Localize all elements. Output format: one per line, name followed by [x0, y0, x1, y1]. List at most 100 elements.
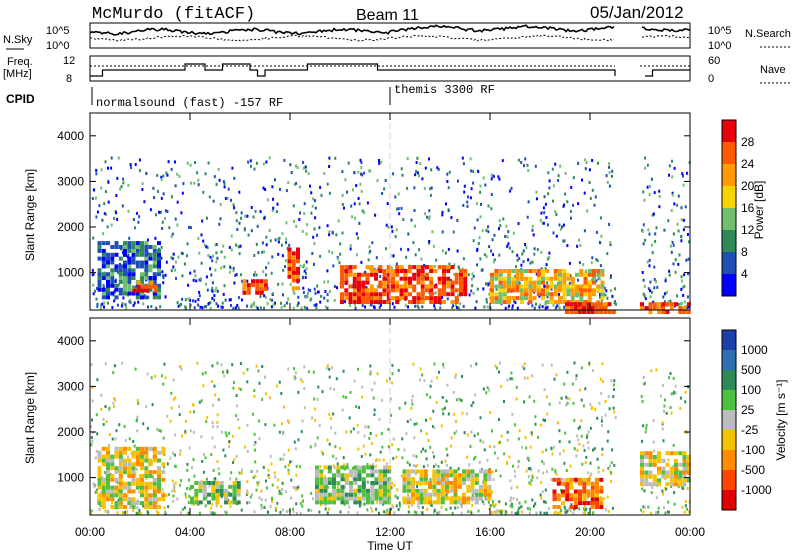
heatmap-cell — [459, 302, 462, 306]
heatmap-cell — [357, 272, 361, 277]
heatmap-cell — [116, 481, 119, 485]
heatmap-cell — [682, 474, 687, 479]
heatmap-cell — [110, 272, 115, 277]
heatmap-cell — [357, 469, 362, 474]
noise-panel: N.Sky 10^5 10^0 10^5 10^0 N.Search — [3, 22, 791, 52]
heatmap-cell — [686, 466, 691, 471]
heatmap-cell — [671, 191, 674, 195]
heatmap-cell — [106, 481, 110, 486]
heatmap-cell — [287, 297, 290, 301]
heatmap-cell — [329, 416, 332, 420]
heatmap-cell — [140, 291, 144, 296]
heatmap-cell — [210, 289, 213, 292]
heatmap-cell — [608, 222, 611, 226]
heatmap-cell — [550, 363, 553, 367]
heatmap-cell — [417, 505, 420, 509]
heatmap-cell — [515, 272, 520, 277]
heatmap-cell — [445, 496, 449, 501]
heatmap-cell — [211, 380, 214, 383]
heatmap-cell — [269, 504, 272, 508]
heatmap-cell — [590, 306, 595, 311]
heatmap-cell — [423, 477, 428, 482]
heatmap-cell — [287, 472, 290, 475]
heatmap-cell — [163, 510, 166, 514]
heatmap-cell — [118, 245, 123, 249]
heatmap-cell — [673, 491, 676, 495]
heatmap-cell — [172, 494, 175, 498]
heatmap-cell — [569, 464, 572, 468]
heatmap-cell — [572, 176, 575, 180]
colorbar-swatch — [722, 430, 736, 451]
heatmap-cell — [366, 488, 370, 493]
heatmap-cell — [582, 306, 586, 311]
heatmap-cell — [357, 280, 361, 285]
heatmap-cell — [391, 381, 394, 385]
heatmap-cell — [424, 166, 427, 170]
heatmap-cell — [521, 252, 524, 256]
heatmap-cell — [611, 294, 614, 298]
heatmap-cell — [307, 370, 310, 374]
heatmap-cell — [347, 510, 350, 514]
heatmap-cell — [337, 219, 340, 223]
heatmap-cell — [423, 488, 428, 493]
heatmap-cell — [440, 488, 445, 493]
heatmap-cell — [123, 493, 127, 498]
heatmap-cell — [669, 466, 674, 471]
heatmap-cell — [583, 284, 588, 289]
heatmap-cell — [501, 509, 504, 513]
heatmap-cell — [558, 223, 561, 227]
heatmap-cell — [174, 184, 177, 188]
heatmap-cell — [683, 510, 686, 514]
heatmap-cell — [127, 466, 132, 471]
heatmap-cell — [319, 473, 324, 478]
heatmap-cell — [285, 241, 287, 245]
heatmap-cell — [678, 474, 683, 479]
heatmap-cell — [232, 203, 235, 207]
heatmap-cell — [286, 510, 288, 514]
heatmap-cell — [442, 412, 445, 416]
colorbar-tick-label: 500 — [741, 363, 761, 377]
heatmap-cell — [433, 426, 436, 430]
heatmap-cell — [643, 284, 646, 288]
heatmap-cell — [446, 491, 449, 495]
heatmap-cell — [415, 161, 418, 164]
heatmap-cell — [352, 300, 357, 304]
heatmap-cell — [323, 488, 328, 493]
heatmap-cell — [165, 493, 168, 497]
heatmap-cell — [606, 180, 609, 184]
heatmap-cell — [378, 296, 383, 301]
heatmap-cell — [260, 498, 263, 502]
heatmap-cell — [535, 302, 537, 306]
heatmap-cell — [377, 491, 380, 495]
heatmap-cell — [294, 486, 297, 490]
heatmap-cell — [127, 276, 132, 280]
heatmap-cell — [450, 280, 455, 285]
heatmap-cell — [217, 467, 220, 471]
heatmap-cell — [599, 489, 604, 494]
heatmap-cell — [408, 505, 410, 509]
heatmap-cell — [229, 504, 232, 508]
heatmap-cell — [446, 269, 451, 273]
heatmap-cell — [237, 296, 240, 300]
heatmap-cell — [234, 306, 237, 310]
heatmap-cell — [536, 248, 539, 252]
heatmap-cell — [110, 458, 115, 463]
heatmap-cell — [214, 243, 217, 247]
heatmap-cell — [411, 402, 414, 406]
heatmap-cell — [148, 505, 153, 509]
heatmap-cell — [461, 411, 464, 415]
heatmap-cell — [506, 438, 509, 442]
heatmap-cell — [600, 419, 603, 423]
heatmap-cell — [435, 400, 438, 404]
heatmap-cell — [609, 470, 612, 474]
heatmap-cell — [274, 238, 277, 242]
heatmap-cell — [611, 310, 616, 314]
heatmap-cell — [215, 260, 218, 264]
heatmap-cell — [326, 293, 329, 297]
heatmap-cell — [449, 481, 454, 485]
heatmap-cell — [506, 462, 509, 466]
heatmap-cell — [159, 305, 162, 309]
heatmap-cell — [457, 467, 460, 471]
heatmap-cell — [144, 497, 149, 502]
heatmap-cell — [527, 475, 530, 479]
